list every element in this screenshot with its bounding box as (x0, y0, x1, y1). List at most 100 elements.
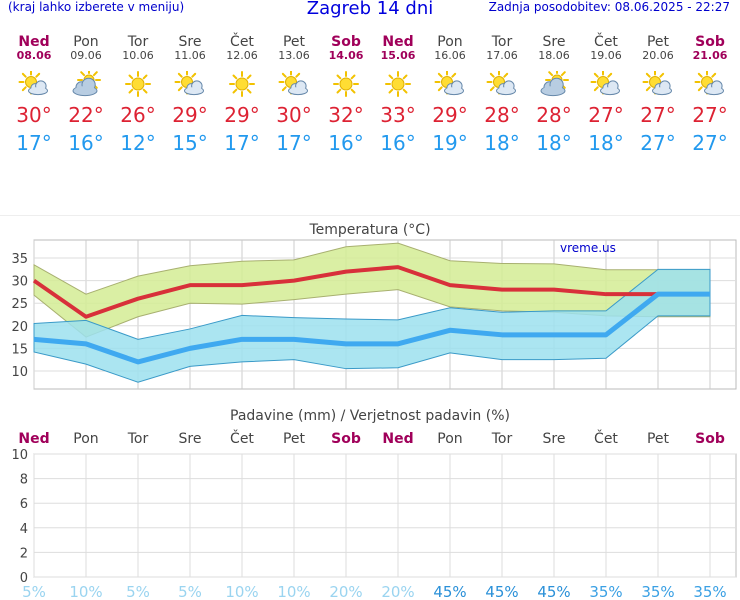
day-name: Pon (73, 34, 99, 50)
day-date: 17.06 (486, 49, 518, 62)
day-date: 19.06 (590, 49, 622, 62)
day-name: Sre (178, 34, 202, 50)
y-tick-label: 25 (11, 297, 28, 312)
max-temperature: 29° (432, 103, 468, 127)
temperature-line (33, 291, 710, 365)
x-tick-label: Pet (283, 431, 306, 447)
forecast-day: Pon 16.06 29° 19° (424, 34, 476, 155)
min-temperature: 18° (484, 131, 520, 155)
day-name: Sre (542, 34, 566, 50)
temperature-chart: Temperatura (°C) 10 15 20 25 30 35 vreme.us (11, 222, 737, 390)
precipitation-chart: Padavine (mm) / Verjetnost padavin (%) N… (11, 408, 737, 600)
precipitation-probability: 5% (178, 583, 202, 600)
day-date: 12.06 (226, 49, 258, 62)
day-date: 09.06 (70, 49, 102, 62)
max-temperature: 29° (172, 103, 208, 127)
sun-icon (125, 71, 151, 97)
precipitation-probability: 10% (277, 583, 310, 600)
max-temperature: 28° (484, 103, 520, 127)
precipitation-probability: 10% (225, 583, 258, 600)
y-tick-label: 20 (11, 320, 28, 335)
y-tick-label: 10 (11, 365, 28, 380)
min-temperature: 19° (432, 131, 468, 155)
max-temperature: 28° (536, 103, 572, 127)
day-date: 11.06 (174, 49, 206, 62)
max-temperature: 30° (16, 103, 52, 127)
max-temperature: 27° (588, 103, 624, 127)
precipitation-chart-title: Padavine (mm) / Verjetnost padavin (%) (230, 408, 510, 424)
max-temperature: 27° (640, 103, 676, 127)
x-tick-label: Tor (491, 431, 513, 447)
temperature-chart-title: Temperatura (°C) (308, 222, 430, 238)
day-date: 14.06 (328, 49, 364, 62)
forecast-day: Pon 09.06 22° 16° (60, 34, 112, 155)
partly-cloudy-icon (590, 71, 620, 96)
min-temperature: 17° (276, 131, 312, 155)
partly-cloudy-icon (174, 71, 204, 96)
divider (0, 215, 740, 216)
header-hint[interactable]: (kraj lahko izberete v meniju) (8, 0, 185, 14)
max-temperature: 30° (276, 103, 312, 127)
y-tick-label: 2 (20, 546, 28, 561)
x-tick-label: Čet (230, 429, 254, 447)
day-date: 16.06 (434, 49, 466, 62)
page-title: Zagreb 14 dni (306, 0, 434, 19)
partly-cloudy-icon (18, 71, 48, 96)
max-temperature: 22° (68, 103, 104, 127)
sun-icon (385, 71, 411, 97)
forecast-day: Sre 11.06 29° 15° (164, 34, 216, 155)
min-temperature: 27° (692, 131, 728, 155)
precipitation-probability: 35% (693, 583, 726, 600)
x-tick-label: Sre (179, 431, 202, 447)
min-temperature: 27° (640, 131, 676, 155)
day-name: Čet (230, 34, 254, 50)
forecast-day: Čet 12.06 29° 17° (216, 34, 268, 155)
y-tick-label: 6 (20, 497, 28, 512)
forecast-day: Pet 13.06 30° 17° (268, 34, 320, 155)
max-temperature: 27° (692, 103, 728, 127)
precipitation-probability: 35% (641, 583, 674, 600)
x-tick-label: Ned (382, 431, 413, 447)
min-temperature: 18° (536, 131, 572, 155)
day-name: Sob (695, 34, 725, 50)
last-updated: Zadnja posodobitev: 08.06.2025 - 22:27 (488, 0, 730, 14)
day-name: Pon (437, 34, 463, 50)
day-name: Pet (282, 34, 306, 50)
day-name: Pet (646, 34, 670, 50)
precipitation-probability: 45% (485, 583, 518, 600)
watermark-label: vreme.us (560, 241, 616, 255)
forecast-day: Tor 10.06 26° 12° (112, 34, 164, 155)
day-name: Ned (18, 34, 50, 50)
precipitation-probability: 5% (126, 583, 150, 600)
y-tick-label: 35 (11, 252, 28, 267)
day-date: 21.06 (692, 49, 728, 62)
precipitation-probability: 20% (381, 583, 414, 600)
day-date: 10.06 (122, 49, 154, 62)
day-name: Tor (127, 34, 149, 50)
y-tick-label: 15 (11, 342, 28, 357)
min-temperature: 16° (380, 131, 416, 155)
temperature-band (33, 268, 711, 383)
cloudy-icon (540, 71, 569, 97)
precipitation-probability: 5% (22, 583, 46, 600)
y-tick-label: 8 (20, 473, 28, 488)
day-date: 08.06 (16, 49, 52, 62)
precipitation-probability: 45% (433, 583, 466, 600)
temperature-line (32, 265, 710, 319)
forecast-day: Ned 15.06 33° 16° (372, 34, 424, 155)
cloudy-icon (72, 71, 101, 97)
y-tick-label: 4 (20, 522, 28, 537)
min-temperature: 15° (172, 131, 208, 155)
precipitation-probability: 35% (589, 583, 622, 600)
x-tick-label: Pet (647, 431, 670, 447)
y-tick-label: 10 (11, 448, 28, 463)
temperature-band (33, 242, 711, 338)
min-temperature: 17° (224, 131, 260, 155)
day-date: 18.06 (538, 49, 570, 62)
forecast-day: Sob 21.06 27° 27° (684, 34, 736, 155)
forecast-day: Ned 08.06 30° 17° (8, 34, 60, 155)
max-temperature: 33° (380, 103, 416, 127)
day-date: 20.06 (642, 49, 674, 62)
day-name: Čet (594, 34, 618, 50)
sun-icon (333, 71, 359, 97)
